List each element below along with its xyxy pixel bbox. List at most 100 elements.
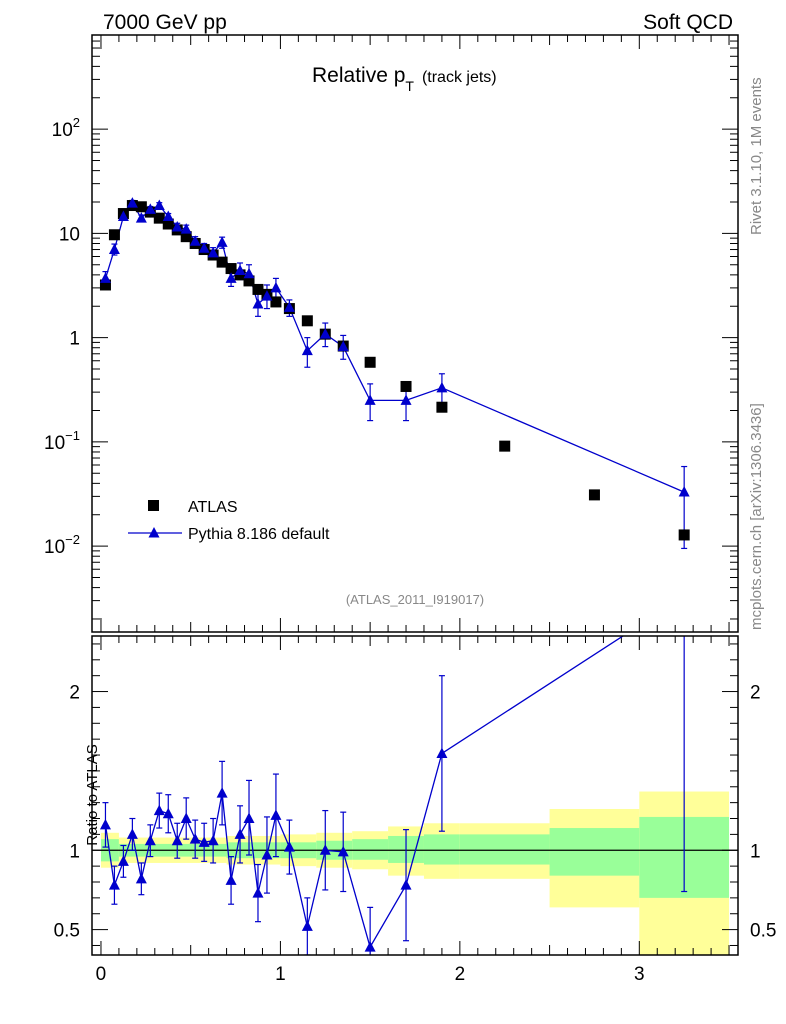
ratio-point-10 [189, 833, 201, 844]
ratio-y-tick-label-1: 1 [69, 841, 80, 862]
process-label: Soft QCD [643, 11, 733, 34]
mc-point-11 [198, 242, 210, 253]
atlas-point-25 [400, 380, 412, 392]
tick-exponent: −1 [65, 428, 80, 443]
ratio-y-tick-labels: 0.5 0.5 1 1 2 2 [54, 683, 777, 942]
mc-point-15 [234, 264, 246, 276]
atlas-point-4 [135, 201, 147, 213]
tick-base: 10 [59, 224, 80, 245]
tick-base: 10 [44, 433, 65, 454]
main-y-tick-label-3: 10−1 [44, 428, 80, 454]
mc-point-17 [252, 298, 264, 309]
mc-point-18 [261, 290, 273, 301]
mc-point-19 [270, 281, 282, 293]
main-data-series [99, 197, 690, 550]
ratio-point-7 [162, 807, 174, 819]
ratio-point-21 [301, 920, 313, 931]
ratio-point-14 [225, 874, 237, 885]
chart-title-sub: T [405, 78, 414, 94]
mc-point-3 [126, 197, 138, 208]
ratio-point-25 [400, 879, 412, 890]
ratio-uncertainty-bands [100, 791, 730, 955]
ratio-point-17 [252, 887, 264, 898]
mc-point-8 [171, 221, 183, 232]
ratio-data-series [99, 590, 690, 955]
tick-exponent: 2 [73, 115, 80, 130]
ratio-point-13 [216, 787, 228, 798]
mc-point-2 [117, 210, 129, 222]
mc-point-0 [99, 272, 111, 283]
ratio-point-0 [99, 818, 111, 830]
atlas-point-26 [436, 401, 448, 413]
ratio-point-12 [207, 834, 219, 846]
chart-title-main: Relative p [312, 64, 405, 87]
main-y-tick-label-1: 10 [59, 224, 80, 245]
ratio-point-24 [364, 941, 376, 952]
band-inner-9 [549, 828, 640, 876]
ratio-y-axis-label: Ratio to ATLAS [84, 744, 101, 845]
legend-pythia-label: Pythia 8.186 default [188, 526, 330, 543]
mc-point-26 [436, 381, 448, 393]
mc-point-12 [207, 246, 219, 258]
ratio-y-tick-label-right-1: 1 [750, 841, 761, 862]
ratio-series-line [104, 636, 625, 949]
x-tick-label-1: 1 [275, 964, 286, 985]
atlas-point-7 [162, 218, 174, 230]
tick-base: 10 [52, 120, 73, 141]
mc-point-22 [319, 328, 331, 339]
ratio-point-11 [198, 836, 210, 847]
atlas-point-17 [252, 283, 264, 295]
mc-point-10 [189, 235, 201, 246]
ratio-y-tick-label-right-2: 2 [750, 683, 761, 704]
ratio-point-4 [135, 872, 147, 884]
x-tick-labels: 0 1 2 3 [96, 964, 645, 985]
ratio-point-22 [319, 844, 331, 855]
ratio-point-26 [436, 747, 448, 758]
main-y-tick-label-0: 102 [52, 115, 80, 141]
rivet-label: Rivet 3.1.10, 1M events [748, 77, 765, 235]
atlas-point-1 [108, 229, 120, 241]
ratio-point-8 [171, 834, 183, 846]
atlas-point-28 [588, 489, 600, 501]
ratio-axis-ticks [92, 636, 738, 955]
legend-atlas-marker [148, 500, 159, 511]
mc-point-25 [400, 394, 412, 405]
chart-title: Relative pT (track jets) [312, 64, 497, 94]
legend-pythia-marker [148, 527, 160, 538]
ratio-point-19 [270, 809, 282, 820]
ratio-y-tick-label-right-0: 0.5 [750, 921, 776, 942]
ratio-point-5 [144, 834, 156, 846]
main-plot-frame [91, 34, 739, 633]
atlas-point-21 [301, 315, 313, 327]
tick-base: 10 [44, 537, 65, 558]
chart-title-extra: (track jets) [422, 69, 497, 86]
ratio-y-tick-label-2: 2 [69, 683, 80, 704]
atlas-point-9 [180, 231, 192, 243]
mc-point-7 [162, 210, 174, 222]
band-inner-5 [352, 839, 389, 860]
ratio-point-27 [679, 590, 690, 601]
mc-point-23 [337, 340, 349, 352]
x-tick-label-3: 3 [634, 964, 645, 985]
ratio-point-23 [337, 845, 349, 857]
ratio-point-3 [126, 828, 138, 839]
ratio-plot-frame [91, 635, 739, 956]
atlas-point-29 [678, 529, 690, 541]
mcplots-label: mcplots.cern.ch [arXiv:1306.3436] [748, 403, 765, 630]
mc-point-4 [135, 212, 147, 223]
mc-point-16 [243, 267, 255, 279]
main-y-tick-label-2: 1 [69, 329, 80, 350]
atlas-point-27 [499, 440, 511, 452]
atlas-point-0 [99, 279, 111, 291]
main-y-tick-label-4: 10−2 [44, 532, 80, 558]
ratio-point-9 [180, 812, 192, 824]
atlas-point-13 [216, 256, 228, 268]
ratio-point-6 [153, 804, 165, 816]
mc-point-21 [301, 344, 313, 356]
ratio-point-2 [117, 855, 129, 866]
band-inner-8 [459, 834, 550, 865]
ratio-point-18 [261, 849, 273, 860]
atlas-point-14 [225, 263, 237, 275]
